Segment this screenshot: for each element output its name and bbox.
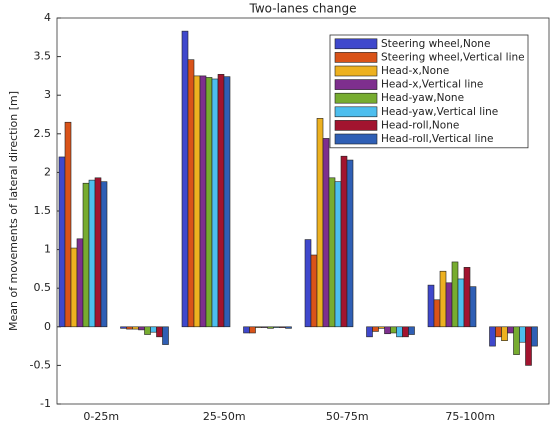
bar [469, 286, 477, 328]
legend-swatch [334, 92, 378, 104]
bar [328, 177, 336, 328]
bar [88, 179, 96, 328]
bar [507, 326, 514, 334]
bar [322, 138, 330, 328]
bar [427, 284, 435, 328]
y-tick-label: 2 [44, 165, 51, 178]
bar [334, 181, 342, 328]
legend-label: Head-yaw,Vertical line [381, 106, 498, 118]
bar [513, 326, 520, 355]
legend-swatch [334, 65, 378, 77]
legend-label: Head-roll,Vertical line [381, 133, 494, 145]
bar [100, 181, 108, 328]
bar [304, 239, 312, 328]
legend-swatch [334, 52, 378, 63]
bar [205, 77, 213, 328]
chart-title: Two-lanes change [249, 2, 357, 16]
x-tick-label: 25-50m [203, 410, 246, 423]
y-tick-label: -1 [40, 397, 51, 410]
bar [396, 326, 403, 338]
bar [531, 326, 538, 347]
bar [217, 74, 225, 328]
legend-label: Head-x,Vertical line [381, 79, 483, 91]
legend-label: Head-roll,None [381, 119, 459, 131]
y-tick-label: 0 [44, 320, 51, 333]
bar [340, 155, 348, 328]
x-tick-label: 75-100m [445, 410, 495, 423]
bar [193, 75, 201, 328]
legend-label: Steering wheel,Vertical line [381, 51, 525, 63]
legend-swatch [334, 106, 378, 118]
bar [408, 326, 415, 335]
bar [267, 326, 274, 329]
bar [525, 326, 532, 366]
bar [211, 78, 219, 328]
bar [181, 30, 189, 328]
bar [495, 326, 502, 338]
bar [273, 326, 280, 328]
bar [243, 326, 250, 334]
bar [384, 326, 391, 335]
bar [501, 326, 508, 341]
y-axis-label: Mean of movements of lateral direction [… [7, 91, 20, 331]
bar [310, 254, 318, 328]
y-tick-label: -0.5 [30, 358, 51, 371]
y-tick-label: 3.5 [34, 50, 52, 63]
bar [255, 326, 262, 328]
bar [285, 326, 292, 329]
bar [390, 326, 397, 334]
bar [261, 326, 268, 328]
bar [402, 326, 409, 338]
legend-swatch [334, 79, 378, 90]
bar [489, 326, 496, 347]
bar [58, 156, 66, 328]
y-tick-label: 0.5 [34, 281, 52, 294]
bar [132, 326, 139, 330]
legend-swatch [334, 120, 378, 131]
bar [70, 247, 78, 328]
bar [138, 326, 145, 331]
bar [76, 238, 84, 328]
bar [156, 326, 163, 338]
y-tick-label: 3 [44, 88, 51, 101]
bar [279, 326, 286, 328]
legend-label: Steering wheel,None [381, 38, 490, 50]
bar [463, 267, 471, 328]
bar [120, 326, 127, 329]
legend-swatch [334, 38, 378, 50]
bar [126, 326, 133, 330]
y-tick-label: 2.5 [34, 127, 52, 140]
bar [187, 59, 195, 328]
bar [439, 270, 447, 328]
bar [451, 261, 459, 328]
bar [144, 326, 151, 335]
bar [457, 278, 465, 328]
legend-label: Head-x,None [381, 65, 449, 77]
bar [249, 326, 256, 334]
x-tick-label: 0-25m [83, 410, 119, 423]
bar [372, 326, 379, 332]
bar [519, 326, 526, 343]
bar [82, 182, 90, 328]
bar [433, 299, 441, 328]
bar [366, 326, 373, 338]
bar [64, 121, 72, 328]
bar [162, 326, 169, 345]
bar [445, 282, 453, 328]
y-tick-label: 1 [44, 243, 51, 256]
bar [94, 177, 102, 328]
bar [378, 326, 385, 329]
legend-label: Head-yaw,None [381, 92, 464, 104]
y-tick-label: 4 [44, 11, 51, 24]
bar [346, 159, 354, 328]
bar [150, 326, 157, 333]
bar [316, 118, 324, 328]
x-tick-label: 50-75m [326, 410, 369, 423]
axes-box [56, 17, 550, 405]
legend-swatch [334, 133, 378, 145]
y-tick-label: 1.5 [34, 204, 52, 217]
bar [223, 76, 231, 328]
bar [199, 75, 207, 328]
